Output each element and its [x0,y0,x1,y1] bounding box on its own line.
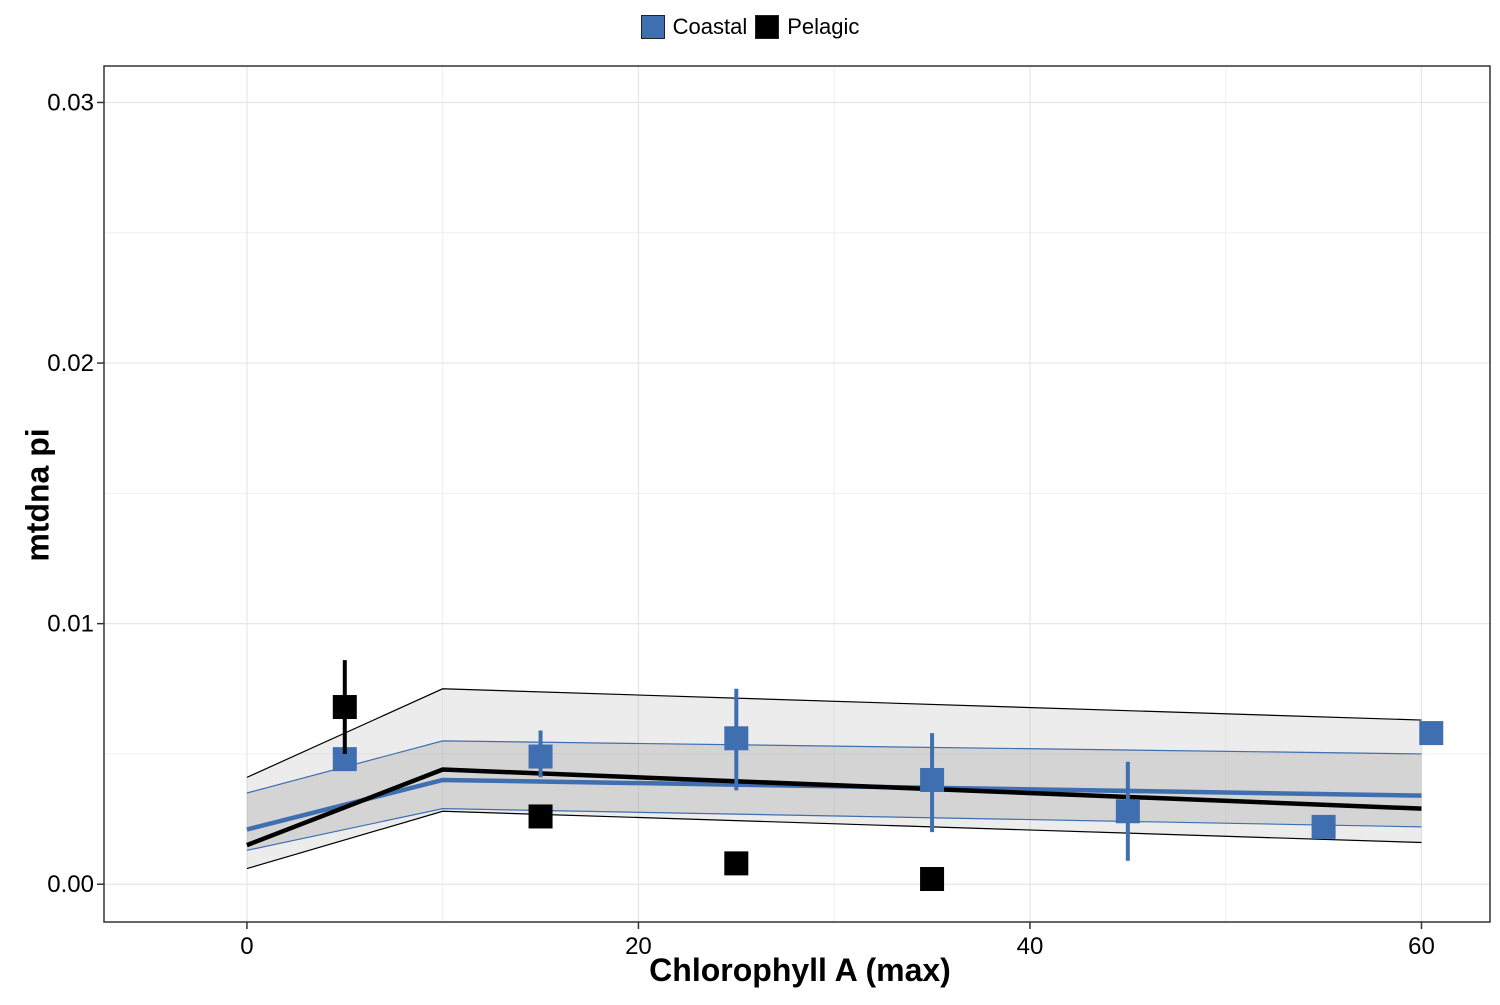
point-pelagic [528,804,553,829]
y-tick-label: 0.01 [47,611,94,638]
x-tick-label: 60 [1408,933,1435,960]
legend-key-coastal [640,15,665,39]
legend-label-pelagic: Pelagic [787,14,860,39]
legend-item-coastal: Coastal [640,14,748,40]
x-tick-label: 0 [240,933,253,960]
point-coastal [1115,799,1140,824]
ribbon-lower-pelagic [246,810,1422,870]
x-tick-label: 20 [625,933,652,960]
fit-line-coastal [246,777,1422,832]
point-coastal [724,726,749,751]
point-pelagic [920,867,945,892]
ribbon-lower-coastal [246,808,1422,851]
point-coastal [920,767,945,792]
x-axis-title: Chlorophyll A (max) [649,952,951,988]
point-pelagic [724,851,749,876]
legend-key-pelagic [755,15,780,39]
x-tick-label: 40 [1017,933,1044,960]
legend-item-pelagic: Pelagic [755,14,859,40]
plot-panel [104,66,1490,922]
panel-border [103,65,1491,923]
y-tick-label: 0.00 [47,871,94,898]
y-tick-label: 0.02 [47,350,94,377]
fit-line-pelagic [246,767,1422,848]
legend-label-coastal: Coastal [672,14,748,39]
y-axis-title: mtdna pi [19,428,56,562]
ribbon-upper-pelagic [246,688,1422,778]
legend: Coastal Pelagic [0,14,1500,40]
point-coastal [1311,814,1336,839]
ribbon-upper-coastal [246,740,1422,794]
point-coastal [1419,721,1444,746]
point-pelagic [332,695,357,720]
point-coastal [528,744,553,769]
y-tick-label: 0.03 [47,89,94,116]
